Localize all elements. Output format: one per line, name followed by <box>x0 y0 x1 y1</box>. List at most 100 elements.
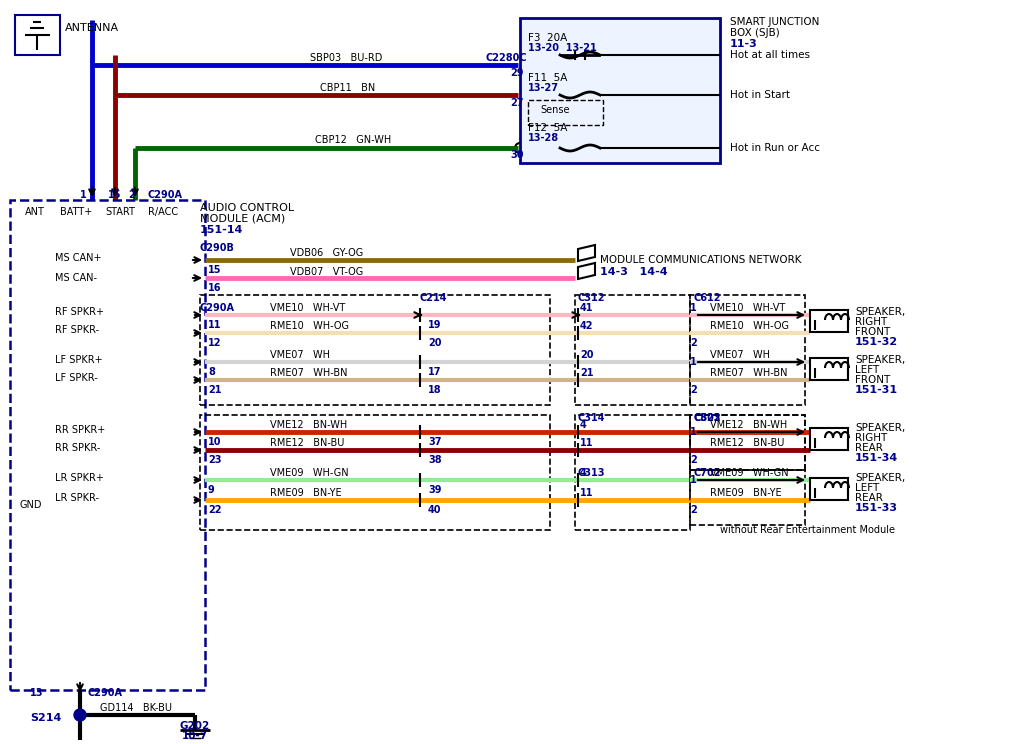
Text: VME09   WH-GN: VME09 WH-GN <box>270 468 348 478</box>
Bar <box>520 18 720 163</box>
Text: SPEAKER,: SPEAKER, <box>855 307 905 317</box>
Text: BATT+: BATT+ <box>60 207 92 217</box>
Text: 13-20  13-21: 13-20 13-21 <box>528 43 597 53</box>
Text: GD114   BK-BU: GD114 BK-BU <box>100 703 172 713</box>
Text: 1: 1 <box>690 427 696 437</box>
Text: 21: 21 <box>580 368 594 378</box>
Text: 151-33: 151-33 <box>855 503 898 513</box>
Text: 151-31: 151-31 <box>855 385 898 395</box>
Text: LR SPKR+: LR SPKR+ <box>55 473 103 483</box>
Text: RF SPKR+: RF SPKR+ <box>55 307 104 317</box>
Text: 17: 17 <box>428 367 441 377</box>
Text: SPEAKER,: SPEAKER, <box>855 423 905 433</box>
Text: RF SPKR-: RF SPKR- <box>55 325 99 335</box>
Bar <box>810 428 848 450</box>
Text: 8: 8 <box>208 367 215 377</box>
Text: C214: C214 <box>420 293 447 303</box>
Bar <box>690 295 805 405</box>
Text: 27: 27 <box>510 98 523 108</box>
Bar <box>10 200 205 690</box>
Text: C312: C312 <box>578 293 605 303</box>
Text: RME07   WH-BN: RME07 WH-BN <box>270 368 347 378</box>
Text: 15: 15 <box>208 265 221 275</box>
Text: C290B: C290B <box>200 243 234 253</box>
Text: VME09   WH-GN: VME09 WH-GN <box>710 468 788 478</box>
Bar <box>690 415 805 470</box>
Text: 1: 1 <box>80 190 87 200</box>
Text: START: START <box>105 207 135 217</box>
Text: FRONT: FRONT <box>855 327 890 337</box>
Text: FRONT: FRONT <box>855 375 890 385</box>
Text: VME07   WH: VME07 WH <box>710 350 770 360</box>
Text: 41: 41 <box>580 303 594 313</box>
Text: C523: C523 <box>693 413 721 423</box>
Text: 2: 2 <box>690 385 696 395</box>
Text: 20: 20 <box>428 338 441 348</box>
Text: 2: 2 <box>128 190 135 200</box>
Text: without Rear Entertainment Module: without Rear Entertainment Module <box>720 525 895 535</box>
Text: RME09   BN-YE: RME09 BN-YE <box>270 488 342 498</box>
Text: C290A: C290A <box>148 190 183 200</box>
Text: 9: 9 <box>208 485 215 495</box>
Text: LEFT: LEFT <box>855 483 880 493</box>
Text: C2280C: C2280C <box>485 53 526 63</box>
Bar <box>810 478 848 500</box>
Polygon shape <box>578 245 595 261</box>
Bar <box>575 415 690 530</box>
Text: 38: 38 <box>428 455 441 465</box>
Text: 19: 19 <box>428 320 441 330</box>
Text: 2: 2 <box>690 505 696 515</box>
Text: SMART JUNCTION: SMART JUNCTION <box>730 17 819 27</box>
Text: MODULE (ACM): MODULE (ACM) <box>200 213 286 223</box>
Text: ANTENNA: ANTENNA <box>65 23 119 33</box>
Bar <box>810 310 848 332</box>
Text: 30: 30 <box>510 150 523 160</box>
Bar <box>528 100 603 125</box>
Text: RIGHT: RIGHT <box>855 433 887 443</box>
Text: 10: 10 <box>208 437 221 447</box>
Text: RME12   BN-BU: RME12 BN-BU <box>270 438 344 448</box>
Text: RME09   BN-YE: RME09 BN-YE <box>710 488 781 498</box>
Text: SPEAKER,: SPEAKER, <box>855 355 905 365</box>
Text: 12: 12 <box>208 338 221 348</box>
Text: MS CAN+: MS CAN+ <box>55 253 101 263</box>
Text: RME10   WH-OG: RME10 WH-OG <box>710 321 790 331</box>
Text: BOX (SJB): BOX (SJB) <box>730 28 779 38</box>
Bar <box>810 358 848 380</box>
Text: 18: 18 <box>428 385 441 395</box>
Text: Sense: Sense <box>540 105 569 115</box>
Text: 151-32: 151-32 <box>855 337 898 347</box>
Text: 29: 29 <box>510 68 523 78</box>
Text: VME12   BN-WH: VME12 BN-WH <box>710 420 787 430</box>
Bar <box>15 15 60 55</box>
Text: Hot in Start: Hot in Start <box>730 90 790 100</box>
Text: Hot in Run or Acc: Hot in Run or Acc <box>730 143 820 153</box>
Bar <box>690 470 805 525</box>
Text: RME07   WH-BN: RME07 WH-BN <box>710 368 787 378</box>
Polygon shape <box>578 263 595 279</box>
Bar <box>200 295 550 405</box>
Text: 151-14: 151-14 <box>200 225 244 235</box>
Text: C702: C702 <box>693 468 721 478</box>
Text: 22: 22 <box>208 505 221 515</box>
Text: 11: 11 <box>580 438 594 448</box>
Text: 151-34: 151-34 <box>855 453 898 463</box>
Text: MODULE COMMUNICATIONS NETWORK: MODULE COMMUNICATIONS NETWORK <box>600 255 802 265</box>
Text: F12  5A: F12 5A <box>528 123 567 133</box>
Text: RR SPKR-: RR SPKR- <box>55 443 100 453</box>
Bar <box>575 295 690 405</box>
Text: 4: 4 <box>580 468 587 478</box>
Text: 42: 42 <box>580 321 594 331</box>
Text: LR SPKR-: LR SPKR- <box>55 493 99 503</box>
Text: RIGHT: RIGHT <box>855 317 887 327</box>
Text: C314: C314 <box>578 413 605 423</box>
Text: REAR: REAR <box>855 493 883 503</box>
Text: F11  5A: F11 5A <box>528 73 567 83</box>
Bar <box>690 415 805 470</box>
Text: 14-3   14-4: 14-3 14-4 <box>600 267 668 277</box>
Text: AUDIO CONTROL: AUDIO CONTROL <box>200 203 294 213</box>
Text: 2: 2 <box>690 338 696 348</box>
Text: 13-27: 13-27 <box>528 83 559 93</box>
Text: SPEAKER,: SPEAKER, <box>855 473 905 483</box>
Text: MS CAN-: MS CAN- <box>55 273 97 283</box>
